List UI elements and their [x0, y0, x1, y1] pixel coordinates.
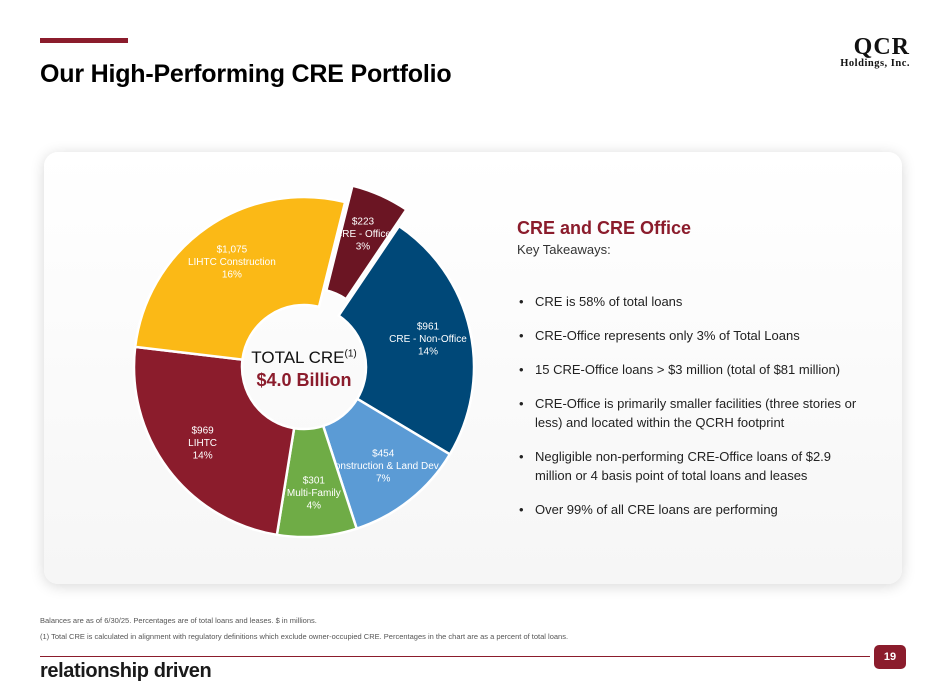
slice-value-label: $454 — [372, 448, 395, 459]
footnote-total-cre: (1) Total CRE is calculated in alignment… — [40, 632, 569, 641]
donut-center-label: TOTAL CRE(1) $4.0 Billion — [243, 348, 365, 391]
page-title: Our High-Performing CRE Portfolio — [40, 60, 452, 88]
takeaway-item: Over 99% of all CRE loans are performing — [507, 500, 867, 519]
logo-line1: QCR — [853, 34, 910, 60]
footnote-balances: Balances are as of 6/30/25. Percentages … — [40, 616, 317, 625]
slice-percent-label: 3% — [356, 242, 371, 253]
donut-slice-lihtc-construction — [133, 195, 347, 362]
slice-label: $454 Construction & Land Dev 7% — [328, 448, 439, 484]
slice-label: $301 Multi-Family 4% — [287, 476, 341, 512]
slice-percent-label: 7% — [376, 473, 391, 484]
slice-category-label: CRE - Non-Office — [389, 334, 467, 345]
total-cre-value: $4.0 Billion — [256, 370, 352, 390]
slice-value-label: $223 — [352, 217, 375, 228]
slice-value-label: $969 — [191, 425, 214, 436]
total-cre-title: TOTAL CRE(1) — [243, 348, 365, 368]
footer-tagline: relationship driven — [40, 660, 212, 682]
takeaways-list: CRE is 58% of total loans CRE-Office rep… — [507, 292, 867, 534]
company-logo: QCR Holdings, Inc. — [800, 34, 910, 69]
takeaway-item: CRE-Office is primarily smaller faciliti… — [507, 394, 867, 432]
title-accent-bar — [40, 38, 128, 43]
takeaways-subheading: Key Takeaways: — [517, 242, 611, 257]
takeaway-item: CRE is 58% of total loans — [507, 292, 867, 311]
slice-percent-label: 14% — [193, 450, 213, 461]
slice-label: $223 CRE - Office 3% — [335, 217, 391, 253]
slice-value-label: $1,075 — [217, 244, 248, 255]
slice-label: $969 LIHTC 14% — [188, 425, 217, 461]
page-number: 19 — [874, 645, 906, 669]
slice-value-label: $961 — [417, 321, 440, 332]
slice-category-label: Construction & Land Dev — [328, 461, 439, 472]
footer-rule — [40, 656, 870, 657]
slice-percent-label: 16% — [222, 269, 242, 280]
slice-value-label: $301 — [303, 476, 326, 487]
slice-category-label: LIHTC — [188, 438, 217, 449]
slice-category-label: LIHTC Construction — [188, 257, 276, 268]
logo-line2: Holdings, Inc. — [840, 58, 910, 69]
donut-slice-lihtc — [132, 345, 296, 537]
takeaway-item: CRE-Office represents only 3% of Total L… — [507, 326, 867, 345]
total-cre-text: TOTAL CRE — [251, 348, 345, 367]
total-cre-footnote-marker: (1) — [344, 348, 357, 360]
takeaway-item: Negligible non-performing CRE-Office loa… — [507, 447, 867, 485]
slice-percent-label: 14% — [418, 346, 438, 357]
takeaways-heading: CRE and CRE Office — [517, 218, 692, 238]
donut-slice-cre-non-office — [336, 224, 476, 457]
slice-category-label: Multi-Family — [287, 488, 341, 499]
slice-label: $1,075 LIHTC Construction 16% — [188, 244, 276, 280]
slice-label: $961 CRE - Non-Office 14% — [389, 321, 467, 357]
donut-slice-cre-office — [324, 184, 409, 301]
slice-percent-label: 4% — [307, 501, 322, 512]
donut-slice-construction-land-dev — [321, 397, 452, 531]
slice-category-label: CRE - Office — [335, 229, 391, 240]
takeaway-item: 15 CRE-Office loans > $3 million (total … — [507, 360, 867, 379]
